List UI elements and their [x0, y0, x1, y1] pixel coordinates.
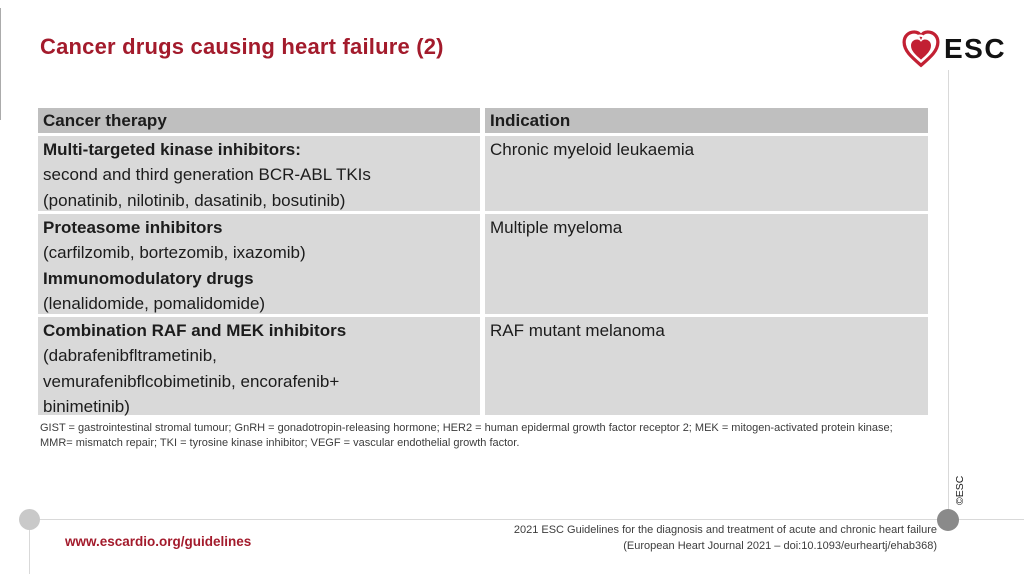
therapy-line: binimetinib)	[43, 396, 130, 416]
footer-left-dot	[19, 509, 40, 530]
reference-line-2: (European Heart Journal 2021 – doi:10.10…	[623, 540, 937, 552]
therapy-line: (dabrafenibfltrametinib,	[43, 346, 217, 366]
footer-divider-line	[30, 519, 1024, 520]
table-header-row: Cancer therapy Indication	[38, 108, 928, 133]
table-row: Proteasome inhibitors (carfilzomib, borte…	[38, 214, 928, 314]
therapy-line: second and third generation BCR-ABL TKIs	[43, 165, 371, 185]
therapy-line: Proteasome inhibitors	[43, 218, 223, 237]
footer-right-dot	[937, 509, 959, 531]
indication-text: Multiple myeloma	[490, 218, 623, 237]
cancer-therapy-cell: Proteasome inhibitors (carfilzomib, borte…	[38, 214, 480, 314]
table-row: Combination RAF and MEK inhibitors (dabra…	[38, 317, 928, 416]
indication-text: Chronic myeloid leukaemia	[490, 140, 695, 159]
therapy-line: (carfilzomib, bortezomib, ixazomib)	[43, 243, 306, 263]
therapy-line: Combination RAF and MEK inhibitors	[43, 321, 347, 340]
esc-logo: ESC	[901, 29, 1006, 69]
indication-text: RAF mutant melanoma	[490, 321, 665, 340]
indication-cell: Multiple myeloma	[485, 214, 928, 314]
reference-citation: 2021 ESC Guidelines for the diagnosis an…	[514, 522, 937, 554]
therapy-line: vemurafenibflcobimetinib, encorafenib+	[43, 371, 340, 391]
cancer-therapy-cell: Combination RAF and MEK inhibitors (dabra…	[38, 317, 480, 416]
reference-line-1: 2021 ESC Guidelines for the diagnosis an…	[513, 524, 937, 536]
indication-cell: RAF mutant melanoma	[485, 317, 928, 415]
guidelines-link[interactable]: www.escardio.org/guidelines	[65, 534, 252, 549]
therapy-line: (ponatinib, nilotinib, dasatinib, bosuti…	[43, 190, 346, 210]
column-header-indication: Indication	[485, 108, 928, 133]
therapy-line: Immunomodulatory drugs	[43, 268, 254, 288]
therapy-line: (lenalidomide, pomalidomide)	[43, 293, 266, 313]
right-divider-line	[948, 70, 949, 519]
table-row: Multi-targeted kinase inhibitors: second …	[38, 136, 928, 211]
column-header-cancer-therapy: Cancer therapy	[38, 108, 480, 133]
therapy-line: Multi-targeted kinase inhibitors:	[43, 140, 301, 159]
copyright-vertical-label: ©ESC	[954, 475, 966, 505]
indication-cell: Chronic myeloid leukaemia	[485, 136, 928, 211]
left-edge-artifact-line	[0, 8, 1, 120]
esc-logo-text: ESC	[944, 33, 1007, 64]
footnote-line-1: GIST = gastrointestinal stromal tumour; …	[40, 422, 893, 434]
cancer-therapy-cell: Multi-targeted kinase inhibitors: second …	[38, 136, 480, 211]
heart-icon	[902, 30, 940, 68]
page-title: Cancer drugs causing heart failure (2)	[40, 34, 444, 59]
table-body: Multi-targeted kinase inhibitors: second …	[38, 136, 928, 416]
footer-left-vertical-line	[29, 530, 30, 574]
footnote: GIST = gastrointestinal stromal tumour; …	[40, 421, 935, 451]
cancer-drugs-table: Cancer therapy Indication Multi-targeted…	[38, 108, 928, 416]
footnote-line-2: MMR= mismatch repair; TKI = tyrosine kin…	[40, 437, 520, 449]
